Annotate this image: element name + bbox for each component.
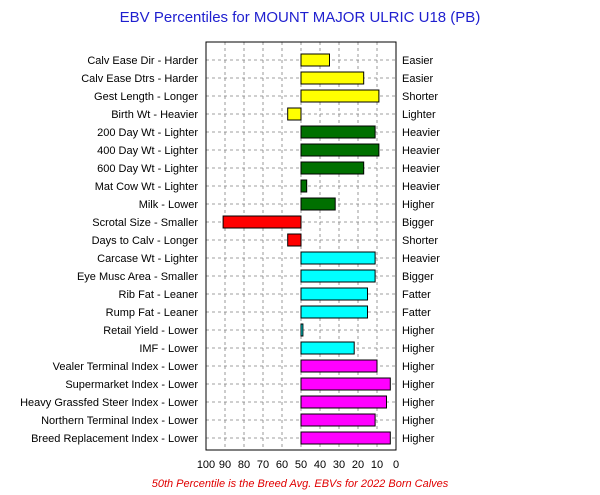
trait-direction-label: Shorter (402, 91, 438, 103)
bar (300, 305, 368, 319)
bar (300, 161, 365, 175)
trait-direction-label: Higher (402, 199, 435, 211)
trait-label: Heavy Grassfed Steer Index - Lower (20, 397, 198, 409)
trait-direction-label: Bigger (402, 217, 434, 229)
trait-direction-label: Bigger (402, 271, 434, 283)
bar (300, 395, 387, 409)
trait-direction-label: Easier (402, 73, 434, 85)
x-tick-label: 90 (219, 459, 231, 471)
trait-direction-label: Lighter (402, 109, 436, 121)
trait-label: Gest Length - Longer (94, 91, 198, 103)
trait-label: Calv Ease Dir - Harder (87, 55, 198, 67)
bar (300, 125, 376, 139)
trait-label: Vealer Terminal Index - Lower (53, 361, 199, 373)
trait-label: Scrotal Size - Smaller (92, 217, 198, 229)
trait-direction-label: Higher (402, 397, 435, 409)
bar (300, 413, 376, 427)
trait-direction-label: Heavier (402, 163, 440, 175)
x-tick-label: 50 (295, 459, 307, 471)
x-tick-label: 20 (352, 459, 364, 471)
bar (287, 233, 302, 247)
trait-label: Breed Replacement Index - Lower (31, 433, 198, 445)
bar (222, 215, 302, 229)
trait-label: Rump Fat - Leaner (106, 307, 199, 319)
trait-label: Northern Terminal Index - Lower (41, 415, 198, 427)
bar (300, 89, 380, 103)
bar (300, 287, 368, 301)
bar (300, 197, 336, 211)
trait-label: Rib Fat - Leaner (119, 289, 199, 301)
bar (300, 179, 308, 193)
bar (300, 251, 376, 265)
trait-direction-label: Heavier (402, 253, 440, 265)
trait-direction-label: Heavier (402, 181, 440, 193)
trait-direction-label: Higher (402, 379, 435, 391)
x-axis-ticks: 100 90 80 70 60 50 40 30 20 10 0 (197, 459, 399, 471)
x-tick-label: 10 (371, 459, 383, 471)
trait-direction-label: Fatter (402, 289, 431, 301)
bar (300, 377, 391, 391)
trait-label: Mat Cow Wt - Lighter (95, 181, 199, 193)
trait-label: 600 Day Wt - Lighter (97, 163, 198, 175)
trait-direction-label: Higher (402, 361, 435, 373)
bar (300, 323, 304, 337)
trait-direction-label: Heavier (402, 145, 440, 157)
x-tick-label: 60 (276, 459, 288, 471)
trait-label: Supermarket Index - Lower (65, 379, 198, 391)
trait-label: Eye Musc Area - Smaller (77, 271, 198, 283)
trait-labels: Calv Ease Dir - Harder Easier Calv Ease Dt… (20, 55, 440, 445)
bar (300, 53, 330, 67)
trait-label: 400 Day Wt - Lighter (97, 145, 198, 157)
trait-direction-label: Higher (402, 325, 435, 337)
trait-direction-label: Higher (402, 415, 435, 427)
bars (222, 53, 391, 445)
trait-direction-label: Shorter (402, 235, 438, 247)
trait-label: Days to Calv - Longer (92, 235, 199, 247)
trait-label: Milk - Lower (139, 199, 199, 211)
trait-direction-label: Heavier (402, 127, 440, 139)
trait-label: Carcase Wt - Lighter (97, 253, 198, 265)
x-tick-label: 40 (314, 459, 326, 471)
x-tick-label: 80 (238, 459, 250, 471)
bar (287, 107, 302, 121)
trait-label: 200 Day Wt - Lighter (97, 127, 198, 139)
plot-frame (205, 41, 397, 451)
trait-direction-label: Higher (402, 343, 435, 355)
bar (300, 359, 378, 373)
bar (300, 341, 355, 355)
chart-footnote: 50th Percentile is the Breed Avg. EBVs f… (152, 478, 449, 490)
bar (300, 431, 391, 445)
x-tick-label: 100 (197, 459, 215, 471)
trait-direction-label: Fatter (402, 307, 431, 319)
chart-title: EBV Percentiles for MOUNT MAJOR ULRIC U1… (120, 9, 481, 26)
x-tick-label: 0 (393, 459, 399, 471)
x-tick-label: 70 (257, 459, 269, 471)
bar (300, 269, 376, 283)
bar (300, 143, 380, 157)
x-tick-label: 30 (333, 459, 345, 471)
trait-label: Calv Ease Dtrs - Harder (81, 73, 198, 85)
bar (300, 71, 365, 85)
trait-direction-label: Easier (402, 55, 434, 67)
trait-label: Birth Wt - Heavier (111, 109, 198, 121)
trait-label: IMF - Lower (139, 343, 198, 355)
trait-label: Retail Yield - Lower (103, 325, 198, 337)
trait-direction-label: Higher (402, 433, 435, 445)
